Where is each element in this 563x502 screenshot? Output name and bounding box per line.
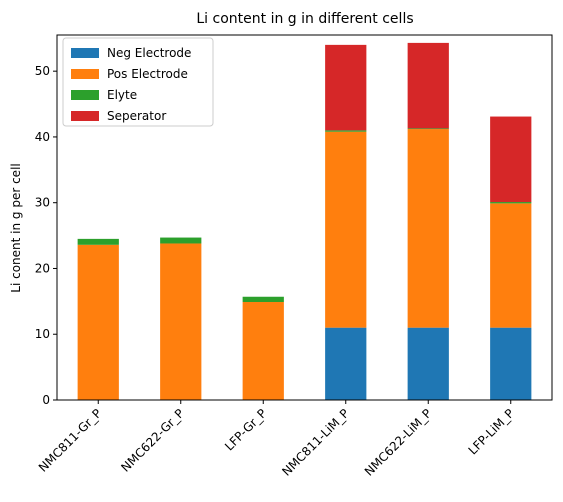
- bar-segment-4-5: [407, 42, 449, 129]
- bar-segment-3-6: [490, 202, 532, 204]
- legend-swatch: [71, 90, 99, 100]
- bar-segment-1-4: [325, 327, 367, 400]
- bar-segment-2-2: [160, 243, 202, 400]
- y-tick-label: 50: [35, 64, 50, 78]
- x-tick-label: NMC622-LiM_P: [362, 406, 435, 479]
- bar-segment-3-1: [77, 238, 119, 245]
- bar-segment-1-6: [490, 327, 532, 400]
- x-tick-label: NMC622-Gr_P: [118, 406, 186, 474]
- x-tick-label: NMC811-LiM_P: [279, 406, 352, 479]
- bar-segment-4-6: [490, 116, 532, 203]
- bar-segment-3-4: [325, 130, 367, 132]
- bar-segment-2-5: [407, 129, 449, 328]
- bar-segment-2-4: [325, 131, 367, 328]
- y-tick-label: 40: [35, 130, 50, 144]
- chart-title: Li content in g in different cells: [196, 11, 413, 27]
- bar-segment-4-4: [325, 44, 367, 131]
- bars-layer: [77, 42, 532, 400]
- x-axis: NMC811-Gr_P NMC622-Gr_P LFP-Gr_P NMC811-LiM…: [36, 400, 517, 479]
- y-axis-label: Li conent in g per cell: [9, 163, 23, 292]
- legend-swatch: [71, 48, 99, 58]
- plot-area-frame: [56, 34, 553, 401]
- legend-swatch: [71, 69, 99, 79]
- legend-label: Pos Electrode: [107, 67, 188, 81]
- bar-segment-3-3: [242, 296, 284, 303]
- legend-swatch: [71, 111, 99, 121]
- legend-label: Neg Electrode: [107, 46, 191, 60]
- bar-segment-1-5: [407, 327, 449, 400]
- legend-label: Seperator: [107, 109, 166, 123]
- bar-segment-3-5: [407, 128, 449, 130]
- x-tick-label: LFP-LiM_P: [466, 406, 517, 457]
- y-tick-label: 20: [35, 261, 50, 275]
- y-tick-label: 30: [35, 196, 50, 210]
- y-tick-label: 0: [42, 393, 50, 407]
- bar-segment-2-6: [490, 203, 532, 328]
- x-tick-label: LFP-Gr_P: [222, 406, 269, 453]
- legend-label: Elyte: [107, 88, 137, 102]
- legend: Neg Electrode Pos Electrode Elyte Seperator: [62, 37, 214, 127]
- legend-frame: [62, 37, 214, 127]
- y-tick-label: 10: [35, 327, 50, 341]
- x-tick-label: NMC811-Gr_P: [36, 406, 104, 474]
- y-axis: 0 10 20 30 40 50: [35, 64, 57, 407]
- bar-segment-2-3: [242, 302, 284, 400]
- bar-segment-2-1: [77, 244, 119, 400]
- bar-segment-3-2: [160, 237, 202, 244]
